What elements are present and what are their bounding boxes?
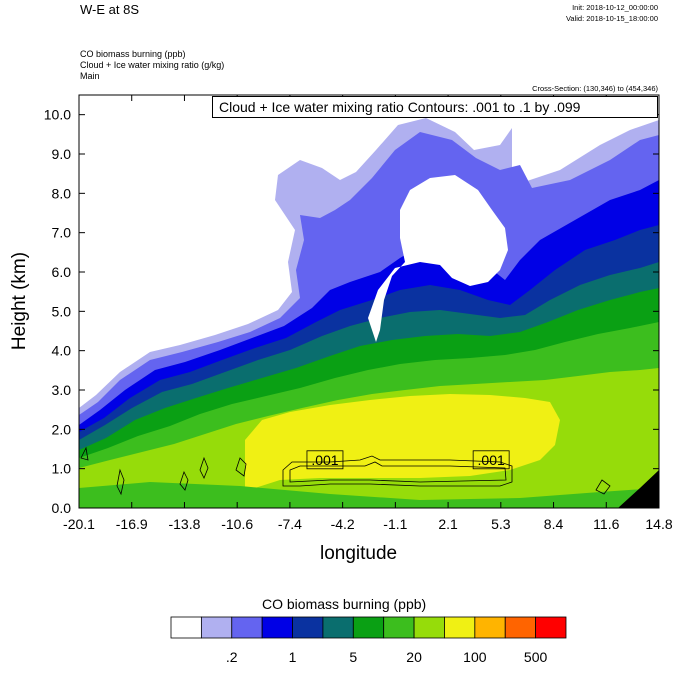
contour-label: .001 [478, 452, 505, 468]
cloud-contour-small-4 [116, 468, 125, 496]
colorbar-swatch [413, 616, 445, 639]
y-axis-title: Height (km) [9, 251, 30, 351]
field-label-cloud: Cloud + Ice water mixing ratio (g/kg) [80, 60, 225, 70]
x-tick-label: -1.1 [383, 516, 407, 532]
band-bl-light-green [79, 482, 659, 508]
colorbar-swatch [444, 616, 476, 639]
x-tick-label: -10.6 [221, 516, 253, 532]
cloud-contour-small-6 [80, 446, 89, 461]
y-tick-label: 7.0 [52, 225, 72, 241]
cloud-contour-small-5 [595, 479, 611, 495]
cloud-contour-small-3 [179, 470, 189, 491]
colorbar-swatch [231, 616, 263, 639]
contour-label-box [472, 450, 510, 470]
field-label-main: Main [80, 71, 100, 81]
y-tick-label: 3.0 [52, 382, 72, 398]
cloud-contour-small-1 [235, 457, 247, 477]
contour-info-box: Cloud + Ice water mixing ratio Contours:… [212, 96, 658, 118]
y-tick-label: 8.0 [52, 185, 72, 201]
terrain [618, 470, 659, 508]
contour-label: .001 [311, 452, 338, 468]
x-tick-label: 8.4 [544, 516, 564, 532]
colorbar-tick-label: 100 [463, 649, 487, 665]
plot-title: W-E at 8S [80, 2, 140, 17]
x-tick-label: 11.6 [593, 516, 619, 532]
x-tick-label: 14.8 [645, 516, 672, 532]
colorbar-swatch [535, 616, 567, 639]
x-tick-label: -7.4 [278, 516, 302, 532]
y-axis: 0.0 1.0 2.0 3.0 4.0 5.0 6.0 7.0 8.0 9.0 10.0 [44, 107, 659, 516]
contour-info-text: Cloud + Ice water mixing ratio Contours:… [219, 99, 581, 115]
field-label-co: CO biomass burning (ppb) [80, 49, 186, 59]
y-tick-label: 1.0 [52, 461, 72, 477]
cross-section-label: Cross-Section: (130,346) to (454,346) [532, 84, 658, 93]
cloud-contour-inner [289, 461, 507, 483]
contour-labels: .001 .001 [306, 450, 510, 470]
x-axis-title: longitude [320, 543, 398, 564]
cloud-free-region [368, 175, 508, 342]
colorbar-tick-label: .2 [226, 649, 238, 665]
x-tick-label: 5.3 [491, 516, 511, 532]
y-tick-label: 5.0 [52, 303, 72, 319]
y-tick-label: 0.0 [52, 500, 72, 516]
colorbar-swatch [504, 616, 537, 639]
colorbar-swatch [383, 616, 415, 639]
colorbar-tick-label: 1 [289, 649, 297, 665]
init-time: Init: 2018-10-12_00:00:00 [572, 3, 658, 12]
colorbar-swatch [200, 616, 233, 639]
colorbar: .2 1 5 20 100 500 [170, 616, 567, 665]
colorbar-title: CO biomass burning (ppb) [262, 596, 427, 612]
valid-time: Valid: 2018-10-15_18:00:00 [565, 14, 658, 23]
x-tick-label: 2.1 [438, 516, 458, 532]
cloud-contour-small-2 [199, 456, 209, 479]
x-tick-label: -16.9 [116, 516, 148, 532]
colorbar-tick-label: 5 [349, 649, 357, 665]
colorbar-tick-label: 500 [524, 649, 548, 665]
plot-area [79, 95, 659, 508]
colorbar-swatch [474, 616, 506, 639]
colorbar-tick-label: 20 [406, 649, 422, 665]
plot-frame [78, 94, 660, 509]
y-tick-label: 10.0 [44, 107, 71, 123]
y-tick-label: 4.0 [52, 343, 72, 359]
cloud-contour-main [282, 455, 513, 487]
contour-label-box [306, 450, 344, 470]
x-tick-label: -13.8 [168, 516, 200, 532]
colorbar-swatch [261, 616, 293, 639]
y-tick-label: 6.0 [52, 264, 72, 280]
y-tick-label: 9.0 [52, 146, 72, 162]
colorbar-swatch [292, 616, 324, 639]
colorbar-swatch [352, 616, 385, 639]
x-axis: -20.1 -16.9 -13.8 -10.6 -7.4 -4.2 -1.1 2.1 5.3 8.… [63, 95, 673, 532]
y-tick-label: 2.0 [52, 421, 72, 437]
x-tick-label: -20.1 [63, 516, 95, 532]
colorbar-swatch [322, 616, 354, 639]
colorbar-swatch [170, 616, 202, 639]
x-tick-label: -4.2 [331, 516, 355, 532]
